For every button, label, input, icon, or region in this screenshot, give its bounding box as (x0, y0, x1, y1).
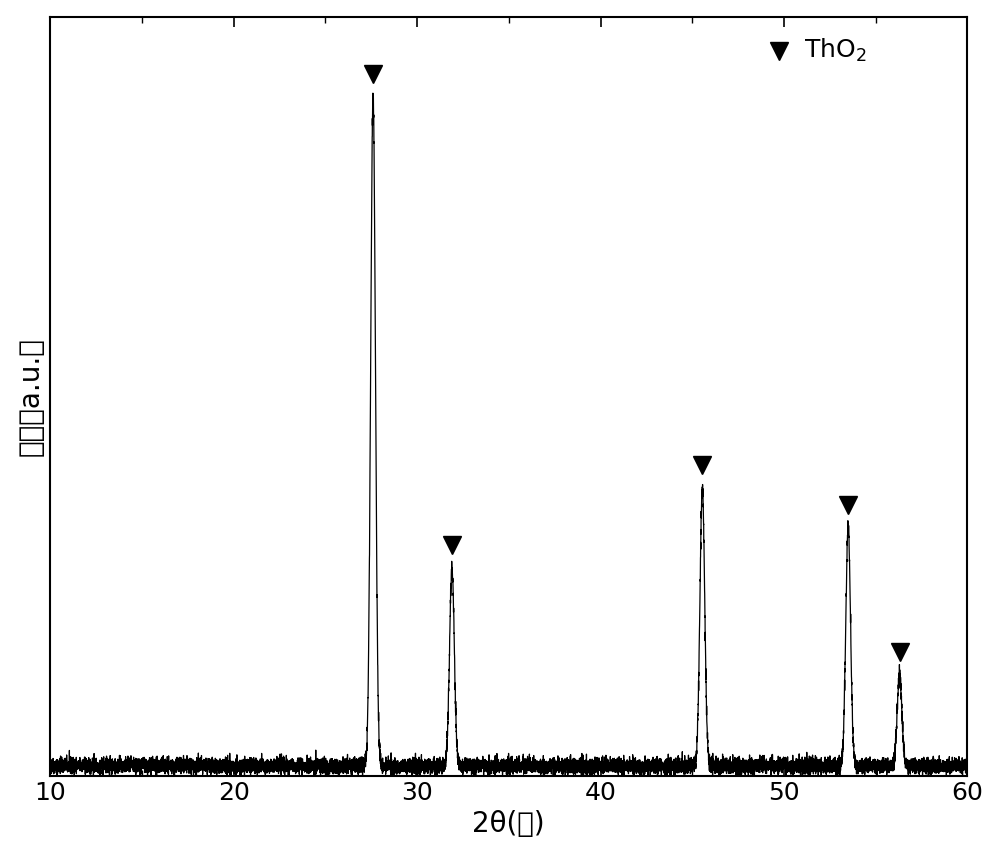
X-axis label: 2θ(度): 2θ(度) (472, 811, 545, 839)
Text: ThO$_2$: ThO$_2$ (804, 38, 867, 64)
Y-axis label: 强度（a.u.）: 强度（a.u.） (17, 337, 45, 456)
